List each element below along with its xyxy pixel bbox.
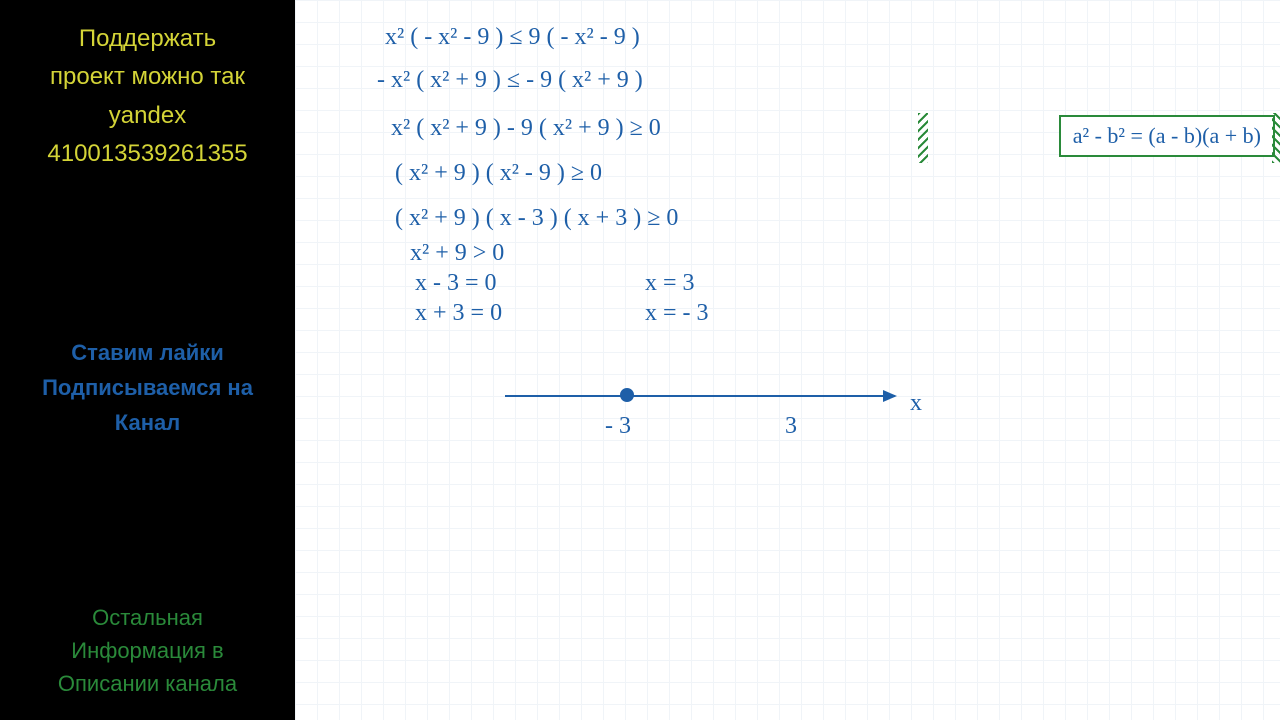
math-line: x² + 9 > 0: [410, 240, 504, 267]
math-line: ( x² + 9 ) ( x² - 9 ) ≥ 0: [395, 160, 602, 187]
math-line: - x² ( x² + 9 ) ≤ - 9 ( x² + 9 ): [377, 67, 643, 94]
support-line1: Поддержать: [10, 20, 285, 58]
formula-box: a² - b² = (a - b)(a + b): [1059, 115, 1275, 157]
math-line: x² ( x² + 9 ) - 9 ( x² + 9 ) ≥ 0: [391, 115, 661, 142]
number-line-label: 3: [785, 413, 797, 440]
number-line-point: [620, 388, 634, 402]
support-line3: yandex: [10, 97, 285, 135]
info-text: Остальная Информация в Описании канала: [10, 601, 285, 700]
number-line: x - 33: [505, 395, 895, 397]
number-line-label: - 3: [605, 413, 631, 440]
math-line: x² ( - x² - 9 ) ≤ 9 ( - x² - 9 ): [385, 24, 640, 51]
subscribe-line3: Канал: [10, 405, 285, 440]
math-line: ( x² + 9 ) ( x - 3 ) ( x + 3 ) ≥ 0: [395, 205, 678, 232]
formula-text: a² - b² = (a - b)(a + b): [1073, 123, 1261, 148]
axis: [505, 395, 895, 397]
sidebar: Поддержать проект можно так yandex 41001…: [0, 0, 295, 720]
info-line1: Остальная: [10, 601, 285, 634]
info-line2: Информация в: [10, 634, 285, 667]
x-axis-label: x: [910, 390, 922, 417]
hatch-left: [918, 113, 928, 163]
hatch-right: [1272, 113, 1280, 163]
math-line: x = 3: [645, 270, 695, 297]
subscribe-line2: Подписываемся на: [10, 370, 285, 405]
math-line: x + 3 = 0: [415, 300, 502, 327]
support-line4: 410013539261355: [10, 135, 285, 173]
support-text: Поддержать проект можно так yandex 41001…: [10, 20, 285, 174]
subscribe-text: Ставим лайки Подписываемся на Канал: [10, 335, 285, 441]
math-line: x = - 3: [645, 300, 709, 327]
support-line2: проект можно так: [10, 58, 285, 96]
info-line3: Описании канала: [10, 667, 285, 700]
arrow-icon: [883, 390, 897, 402]
math-line: x - 3 = 0: [415, 270, 497, 297]
subscribe-line1: Ставим лайки: [10, 335, 285, 370]
whiteboard: x² ( - x² - 9 ) ≤ 9 ( - x² - 9 ) - x² ( x…: [295, 0, 1280, 720]
